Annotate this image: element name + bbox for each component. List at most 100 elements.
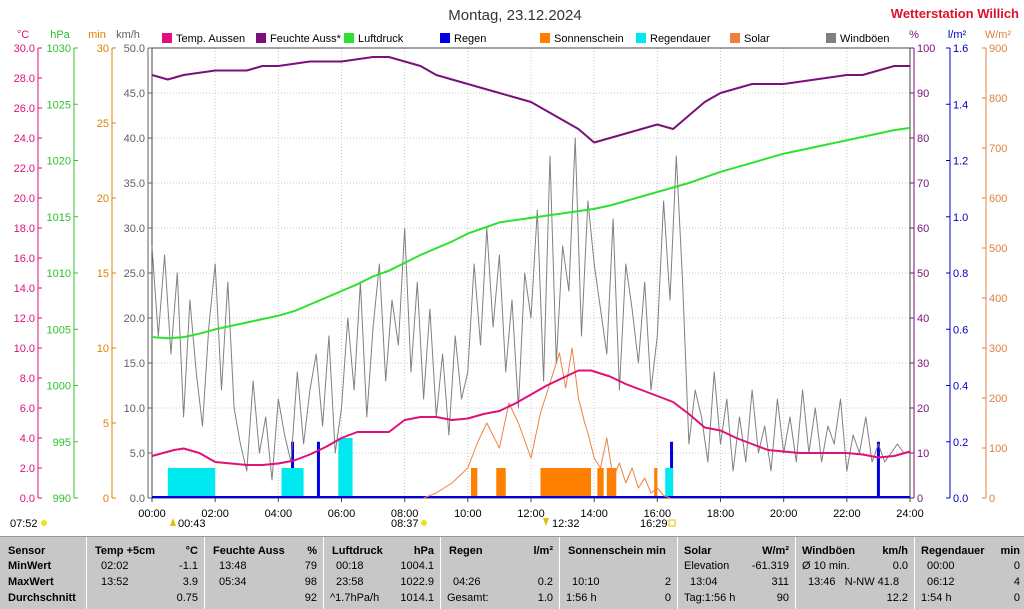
solar-axis-tick-label: 900 — [989, 43, 1007, 55]
temp-axis-tick-label: 10.0 — [14, 343, 35, 355]
header-press: Luftdruck — [332, 545, 383, 557]
x-tick-label: 12:00 — [517, 508, 545, 520]
x-tick-label: 22:00 — [833, 508, 861, 520]
stats-col-sensor: Sensor MinWert MaxWert Durchschnitt — [0, 537, 86, 609]
legend-swatch — [344, 33, 354, 43]
cell-label: Ø 10 min. — [802, 560, 850, 572]
rain-axis-tick-label: 1.2 — [953, 156, 968, 168]
sonnenschein-bar — [496, 468, 506, 498]
cell-value: 0 — [664, 592, 671, 604]
rain-axis-tick-label: 0.0 — [953, 493, 968, 505]
hum-axis-tick-label: 60 — [917, 223, 929, 235]
temp-line — [151, 369, 911, 466]
temp-axis-tick-label: 20.0 — [14, 193, 35, 205]
temp-axis-tick-label: 18.0 — [14, 223, 35, 235]
noon-time: 12:32 — [552, 518, 580, 530]
rain-axis-tick-label: 1.0 — [953, 212, 968, 224]
temp-axis-tick-label: 14.0 — [14, 283, 35, 295]
cell-time: 02:02 — [101, 560, 129, 572]
row-label: MaxWert — [8, 576, 54, 588]
solar-axis-tick-label: 500 — [989, 243, 1007, 255]
noon-icon — [543, 518, 549, 526]
rain-axis-tick-label: 0.8 — [953, 268, 968, 280]
cell-time: 00:00 — [927, 560, 955, 572]
solar-axis-tick-label: 0 — [989, 493, 995, 505]
legend-label: Feuchte Auss* — [270, 33, 342, 45]
header-rdur: Regendauer — [921, 545, 985, 557]
stats-col-sunshine: Sonnenschein min 10:10 2 1:56 h 0 — [560, 537, 677, 609]
cell-value: 4 — [1013, 576, 1020, 588]
sunset-icon — [668, 519, 676, 527]
stats-col-humidity: Feuchte Auss% 13:48 79 05:34 98 92 — [205, 537, 323, 609]
cell-time: 13:48 — [219, 560, 247, 572]
stats-col-rain: Regen l/m² 04:26 0.2 Gesamt: 1.0 — [441, 537, 559, 609]
cell-value: 0 — [1013, 592, 1020, 604]
wind-axis-tick-label: 50.0 — [124, 43, 145, 55]
hum-axis-tick-label: 90 — [917, 88, 929, 100]
legend-swatch — [730, 33, 740, 43]
grid — [151, 47, 911, 499]
cell-time: 05:34 — [219, 576, 247, 588]
cell-time: 13:52 — [101, 576, 129, 588]
solar-axis-tick-label: 200 — [989, 393, 1007, 405]
header-rain-unit: l/m² — [533, 545, 553, 557]
regen-bar — [316, 441, 320, 498]
sunrise-time: 08:37 — [391, 518, 419, 530]
stats-col-wind: Windböen km/h Ø 10 min. 0.0 13:46 N-NW 41.… — [796, 537, 914, 609]
wind-axis-tick-label: 25.0 — [124, 268, 145, 280]
hum-axis-tick-label: 40 — [917, 313, 929, 325]
legend-label: Solar — [744, 33, 770, 45]
wind-unit: km/h — [116, 29, 140, 41]
cell-value: 1022.9 — [400, 576, 434, 588]
x-tick-label: 16:00 — [644, 508, 672, 520]
rain-axis-tick-label: 0.4 — [953, 381, 968, 393]
solar-axis-tick-label: 800 — [989, 93, 1007, 105]
legend-swatch — [540, 33, 550, 43]
moon-icon — [170, 518, 176, 526]
pct-unit: % — [909, 29, 919, 41]
cell-label: Elevation — [684, 560, 730, 572]
solar-unit: W/m² — [985, 29, 1012, 41]
wind-axis-tick-label: 35.0 — [124, 178, 145, 190]
legend-swatch — [636, 33, 646, 43]
cell-value: 1004.1 — [400, 560, 434, 572]
temp-axis-tick-label: 30.0 — [14, 43, 35, 55]
temp-axis-tick-label: 16.0 — [14, 253, 35, 265]
header-hum: Feuchte Auss — [213, 545, 285, 557]
rain-unit: l/m² — [948, 29, 967, 41]
wind-axis-tick-label: 5.0 — [130, 448, 145, 460]
temp-axis-tick-label: 2.0 — [20, 463, 35, 475]
sun-icon — [41, 520, 47, 526]
temp-axis-tick-label: 8.0 — [20, 373, 35, 385]
legend-label: Windböen — [840, 33, 890, 45]
row-label: MinWert — [8, 560, 52, 572]
header-solar: Solar — [684, 545, 712, 557]
x-tick-label: 24:00 — [896, 508, 924, 520]
stats-col-pressure: Luftdruck hPa 00:18 1004.1 23:58 1022.9 ^1.… — [324, 537, 440, 609]
press-axis-tick-label: 990 — [53, 493, 71, 505]
header-temp: Temp +5cm — [95, 545, 156, 557]
solar-axis-tick-label: 400 — [989, 293, 1007, 305]
legend-swatch — [162, 33, 172, 43]
solar-axis-tick-label: 700 — [989, 143, 1007, 155]
cell-time: 06:12 — [927, 576, 955, 588]
min-axis-tick-label: 25 — [97, 118, 109, 130]
wind-axis-tick-label: 30.0 — [124, 223, 145, 235]
cell-value: 98 — [304, 576, 317, 588]
wind-axis-tick-label: 40.0 — [124, 133, 145, 145]
regendauer-bar — [167, 468, 216, 498]
temp-axis-tick-label: 0.0 — [20, 493, 35, 505]
temp-axis-tick-label: 6.0 — [20, 403, 35, 415]
min-unit: min — [88, 29, 106, 41]
sonnenschein-bar — [654, 468, 658, 498]
hum-axis-tick-label: 100 — [917, 43, 935, 55]
header-temp-unit: °C — [185, 545, 198, 557]
cell-value: 311 — [771, 576, 789, 588]
wind-axis-tick-label: 45.0 — [124, 88, 145, 100]
hum-axis-tick-label: 0 — [917, 493, 923, 505]
row-label: Durchschnitt — [8, 592, 76, 604]
luftdruck-line — [151, 126, 911, 340]
cell-label: 1:54 h — [921, 592, 952, 604]
solar-axis-tick-label: 300 — [989, 343, 1007, 355]
temp-axis-tick-label: 24.0 — [14, 133, 35, 145]
